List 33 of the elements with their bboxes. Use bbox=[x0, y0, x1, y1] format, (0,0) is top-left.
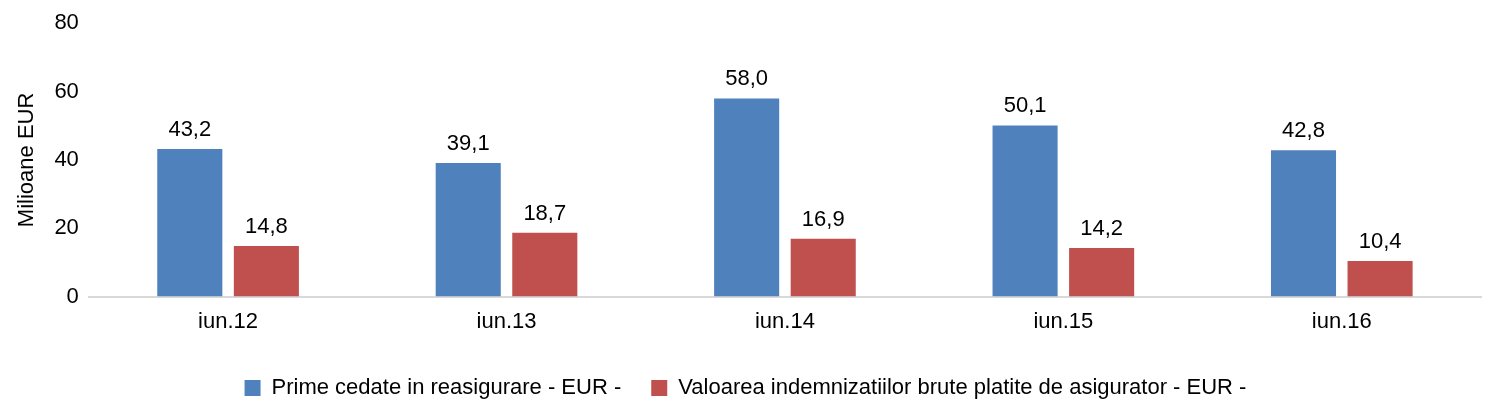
data-label: 50,1 bbox=[1003, 92, 1047, 118]
y-axis-title: Milioane EUR bbox=[13, 92, 39, 228]
x-tick-label: iun.14 bbox=[754, 307, 815, 333]
data-label: 10,4 bbox=[1358, 228, 1402, 254]
x-tick-label: iun.13 bbox=[476, 307, 537, 333]
bar bbox=[1347, 261, 1413, 297]
bar bbox=[1270, 150, 1337, 297]
data-label: 39,1 bbox=[446, 130, 490, 156]
data-label: 18,7 bbox=[523, 199, 567, 225]
bar bbox=[1069, 248, 1135, 297]
data-label: 58,0 bbox=[725, 65, 769, 91]
legend-label: Valoarea indemnizatiilor brute platite de asigurator - EUR - bbox=[678, 374, 1247, 400]
data-label: 14,8 bbox=[244, 213, 288, 239]
data-label: 42,8 bbox=[1282, 117, 1325, 143]
y-tick-label: 20 bbox=[54, 214, 79, 240]
bar bbox=[233, 246, 299, 297]
bar bbox=[992, 125, 1058, 297]
y-tick-label: 60 bbox=[54, 77, 79, 103]
bar bbox=[512, 232, 578, 297]
data-label: 16,9 bbox=[801, 205, 845, 231]
x-tick-label: iun.16 bbox=[1311, 307, 1372, 333]
data-label: 43,2 bbox=[168, 116, 212, 142]
bar bbox=[790, 238, 856, 297]
x-tick-label: iun.12 bbox=[198, 307, 259, 333]
x-tick-label: iun.15 bbox=[1033, 307, 1094, 333]
y-tick-label: 0 bbox=[66, 282, 79, 308]
y-tick-label: 40 bbox=[54, 145, 79, 171]
bar bbox=[435, 162, 501, 297]
legend-label: Prime cedate in reasigurare - EUR - bbox=[271, 374, 622, 400]
bar bbox=[714, 98, 780, 297]
y-tick-label: 80 bbox=[54, 9, 79, 35]
data-label: 14,2 bbox=[1080, 215, 1124, 241]
bar bbox=[157, 148, 223, 297]
